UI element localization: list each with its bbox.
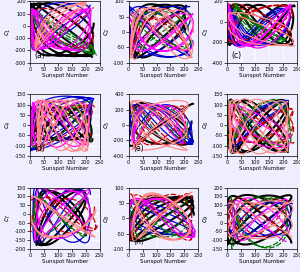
- X-axis label: Sunspot Number: Sunspot Number: [239, 166, 285, 171]
- Y-axis label: $c_6$: $c_6$: [201, 121, 211, 129]
- Y-axis label: $c_3$: $c_3$: [201, 28, 211, 36]
- Y-axis label: $c_1$: $c_1$: [4, 28, 13, 36]
- Text: (b): (b): [133, 51, 144, 60]
- X-axis label: Sunspot Number: Sunspot Number: [42, 73, 88, 78]
- Text: (d): (d): [34, 144, 45, 153]
- Text: (f): (f): [232, 144, 240, 153]
- Text: (i): (i): [232, 237, 240, 246]
- Text: (h): (h): [133, 237, 144, 246]
- Y-axis label: $c_5$: $c_5$: [103, 121, 112, 129]
- X-axis label: Sunspot Number: Sunspot Number: [42, 166, 88, 171]
- X-axis label: Sunspot Number: Sunspot Number: [239, 259, 285, 264]
- Y-axis label: $c_9$: $c_9$: [201, 214, 211, 222]
- Y-axis label: $c_8$: $c_8$: [103, 214, 112, 222]
- X-axis label: Sunspot Number: Sunspot Number: [140, 259, 187, 264]
- X-axis label: Sunspot Number: Sunspot Number: [140, 73, 187, 78]
- Y-axis label: $c_4$: $c_4$: [4, 121, 13, 129]
- X-axis label: Sunspot Number: Sunspot Number: [42, 259, 88, 264]
- Text: (c): (c): [232, 51, 242, 60]
- Y-axis label: $c_2$: $c_2$: [103, 28, 112, 36]
- X-axis label: Sunspot Number: Sunspot Number: [239, 73, 285, 78]
- Y-axis label: $c_7$: $c_7$: [4, 214, 13, 222]
- X-axis label: Sunspot Number: Sunspot Number: [140, 166, 187, 171]
- Text: (e): (e): [133, 144, 143, 153]
- Text: (a): (a): [34, 51, 45, 60]
- Text: (g): (g): [34, 237, 45, 246]
